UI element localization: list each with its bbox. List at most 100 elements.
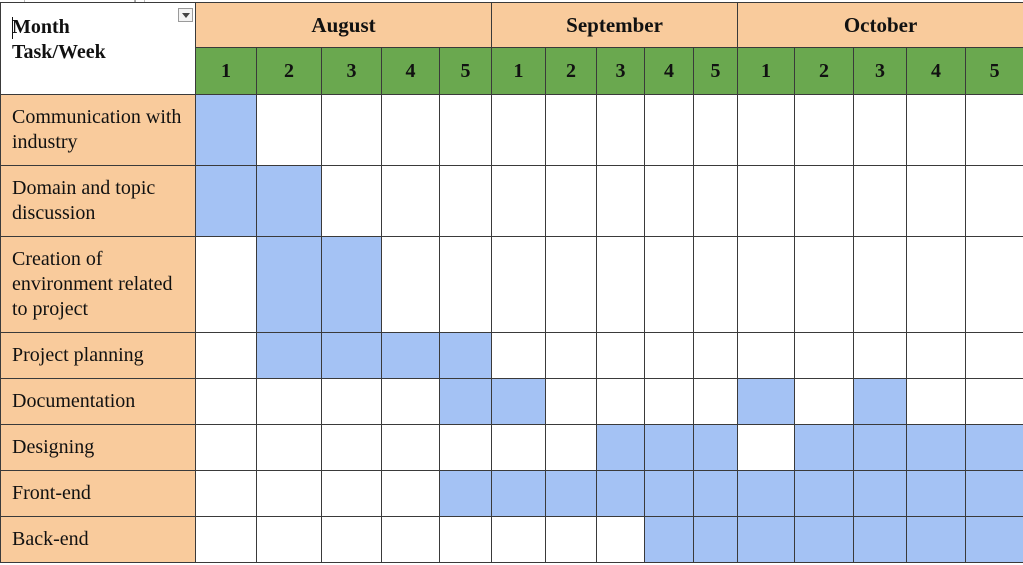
timeline-cell[interactable] bbox=[596, 516, 646, 563]
timeline-cell-active[interactable] bbox=[737, 378, 796, 425]
timeline-cell[interactable] bbox=[256, 424, 322, 471]
week-header-cell[interactable]: 5 bbox=[438, 47, 493, 95]
week-header-cell[interactable]: 4 bbox=[644, 47, 695, 95]
timeline-cell[interactable] bbox=[794, 378, 855, 425]
timeline-cell[interactable] bbox=[321, 378, 382, 425]
timeline-cell[interactable] bbox=[381, 516, 440, 563]
timeline-cell[interactable] bbox=[545, 378, 598, 425]
timeline-cell[interactable] bbox=[195, 378, 257, 425]
task-label-cell[interactable]: Communication with industry bbox=[0, 94, 196, 166]
timeline-cell[interactable] bbox=[545, 516, 598, 563]
month-header-september[interactable]: September bbox=[491, 2, 739, 48]
timeline-cell[interactable] bbox=[906, 378, 967, 425]
timeline-cell[interactable] bbox=[596, 94, 646, 166]
timeline-cell[interactable] bbox=[737, 94, 796, 166]
timeline-cell[interactable] bbox=[644, 94, 695, 166]
week-header-cell[interactable]: 3 bbox=[853, 47, 908, 95]
timeline-cell-active[interactable] bbox=[693, 424, 739, 471]
timeline-cell-active[interactable] bbox=[195, 94, 257, 166]
timeline-cell[interactable] bbox=[545, 332, 598, 379]
timeline-cell[interactable] bbox=[381, 94, 440, 166]
timeline-cell-active[interactable] bbox=[596, 424, 646, 471]
timeline-cell[interactable] bbox=[737, 332, 796, 379]
week-header-cell[interactable]: 1 bbox=[737, 47, 796, 95]
timeline-cell-active[interactable] bbox=[693, 470, 739, 517]
timeline-cell[interactable] bbox=[438, 236, 493, 333]
timeline-cell[interactable] bbox=[693, 165, 739, 237]
week-header-cell[interactable]: 2 bbox=[256, 47, 322, 95]
task-label-cell[interactable]: Designing bbox=[0, 424, 196, 471]
timeline-cell[interactable] bbox=[965, 165, 1023, 237]
week-header-cell[interactable]: 2 bbox=[545, 47, 598, 95]
timeline-cell-active[interactable] bbox=[644, 424, 695, 471]
timeline-cell[interactable] bbox=[491, 516, 547, 563]
timeline-cell[interactable] bbox=[906, 94, 967, 166]
timeline-cell[interactable] bbox=[381, 470, 440, 517]
timeline-cell[interactable] bbox=[693, 378, 739, 425]
timeline-cell-active[interactable] bbox=[853, 516, 908, 563]
timeline-cell[interactable] bbox=[491, 165, 547, 237]
timeline-cell[interactable] bbox=[596, 165, 646, 237]
timeline-cell[interactable] bbox=[794, 165, 855, 237]
week-header-cell[interactable]: 2 bbox=[794, 47, 855, 95]
timeline-cell[interactable] bbox=[644, 165, 695, 237]
timeline-cell-active[interactable] bbox=[195, 165, 257, 237]
timeline-cell-active[interactable] bbox=[256, 165, 322, 237]
timeline-cell[interactable] bbox=[438, 165, 493, 237]
week-header-cell[interactable]: 3 bbox=[321, 47, 382, 95]
timeline-cell[interactable] bbox=[906, 165, 967, 237]
timeline-cell[interactable] bbox=[195, 470, 257, 517]
corner-header-cell[interactable]: Month Task/Week bbox=[0, 2, 196, 95]
timeline-cell[interactable] bbox=[853, 94, 908, 166]
timeline-cell[interactable] bbox=[794, 332, 855, 379]
timeline-cell[interactable] bbox=[256, 470, 322, 517]
timeline-cell[interactable] bbox=[321, 470, 382, 517]
timeline-cell-active[interactable] bbox=[737, 516, 796, 563]
timeline-cell-active[interactable] bbox=[644, 516, 695, 563]
timeline-cell[interactable] bbox=[438, 94, 493, 166]
timeline-cell[interactable] bbox=[545, 236, 598, 333]
task-label-cell[interactable]: Front-end bbox=[0, 470, 196, 517]
timeline-cell[interactable] bbox=[545, 424, 598, 471]
timeline-cell[interactable] bbox=[906, 332, 967, 379]
timeline-cell[interactable] bbox=[853, 236, 908, 333]
timeline-cell-active[interactable] bbox=[438, 378, 493, 425]
timeline-cell-active[interactable] bbox=[737, 470, 796, 517]
timeline-cell[interactable] bbox=[693, 236, 739, 333]
month-header-october[interactable]: October bbox=[737, 2, 1023, 48]
timeline-cell[interactable] bbox=[438, 516, 493, 563]
task-label-cell[interactable]: Domain and topic discussion bbox=[0, 165, 196, 237]
timeline-cell[interactable] bbox=[794, 94, 855, 166]
timeline-cell-active[interactable] bbox=[965, 516, 1023, 563]
task-label-cell[interactable]: Creation of environment related to proje… bbox=[0, 236, 196, 333]
timeline-cell[interactable] bbox=[693, 94, 739, 166]
timeline-cell[interactable] bbox=[737, 165, 796, 237]
timeline-cell-active[interactable] bbox=[794, 470, 855, 517]
timeline-cell-active[interactable] bbox=[794, 424, 855, 471]
timeline-cell[interactable] bbox=[794, 236, 855, 333]
timeline-cell[interactable] bbox=[321, 424, 382, 471]
timeline-cell-active[interactable] bbox=[853, 424, 908, 471]
week-header-cell[interactable]: 5 bbox=[965, 47, 1023, 95]
week-header-cell[interactable]: 4 bbox=[906, 47, 967, 95]
week-header-cell[interactable]: 1 bbox=[195, 47, 257, 95]
timeline-cell-active[interactable] bbox=[256, 236, 322, 333]
timeline-cell[interactable] bbox=[693, 332, 739, 379]
week-header-cell[interactable]: 4 bbox=[381, 47, 440, 95]
timeline-cell-active[interactable] bbox=[965, 470, 1023, 517]
timeline-cell[interactable] bbox=[321, 516, 382, 563]
timeline-cell-active[interactable] bbox=[906, 470, 967, 517]
timeline-cell[interactable] bbox=[737, 236, 796, 333]
timeline-cell[interactable] bbox=[321, 94, 382, 166]
timeline-cell[interactable] bbox=[965, 236, 1023, 333]
timeline-cell-active[interactable] bbox=[596, 470, 646, 517]
timeline-cell-active[interactable] bbox=[965, 424, 1023, 471]
timeline-cell-active[interactable] bbox=[906, 516, 967, 563]
timeline-cell[interactable] bbox=[596, 332, 646, 379]
timeline-cell[interactable] bbox=[596, 236, 646, 333]
timeline-cell[interactable] bbox=[644, 378, 695, 425]
task-label-cell[interactable]: Back-end bbox=[0, 516, 196, 563]
timeline-cell[interactable] bbox=[256, 378, 322, 425]
timeline-cell[interactable] bbox=[438, 424, 493, 471]
timeline-cell[interactable] bbox=[381, 378, 440, 425]
